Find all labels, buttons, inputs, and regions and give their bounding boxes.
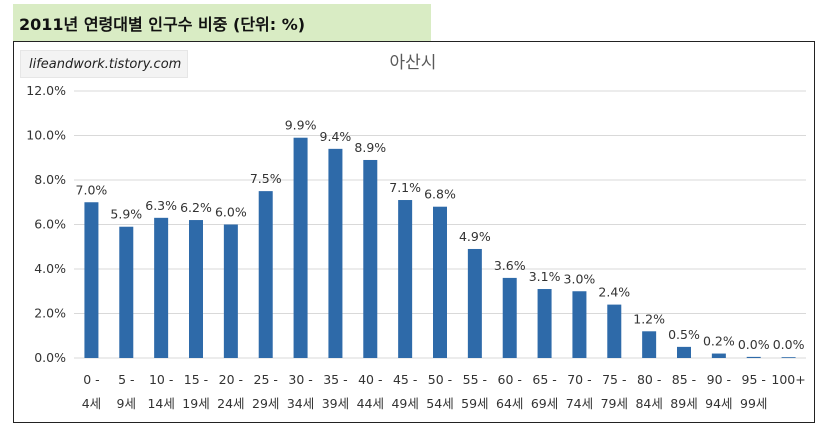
bar bbox=[537, 289, 552, 358]
x-tick-label: 45 - bbox=[393, 372, 417, 387]
x-tick-label: 69세 bbox=[531, 396, 558, 411]
bar bbox=[572, 291, 587, 358]
bar bbox=[328, 148, 343, 358]
header-banner: 2011년 연령대별 인구수 비중 (단위: %) bbox=[13, 4, 431, 41]
data-label: 9.4% bbox=[320, 129, 352, 144]
x-tick-label: 74세 bbox=[566, 396, 593, 411]
data-label: 7.1% bbox=[389, 180, 421, 195]
bar bbox=[642, 331, 657, 358]
bar bbox=[398, 200, 413, 358]
x-tick-label: 29세 bbox=[252, 396, 279, 411]
x-tick-label: 5 - bbox=[118, 372, 134, 387]
data-label: 3.1% bbox=[529, 269, 561, 284]
x-tick-label: 79세 bbox=[601, 396, 628, 411]
y-tick-label: 6.0% bbox=[34, 217, 66, 232]
x-tick-label: 55 - bbox=[463, 372, 487, 387]
x-tick-label: 4세 bbox=[82, 396, 101, 411]
y-tick-label: 8.0% bbox=[34, 172, 66, 187]
data-label: 0.2% bbox=[703, 334, 735, 349]
bar bbox=[363, 159, 378, 358]
bar bbox=[467, 248, 482, 358]
watermark-text: lifeandwork.tistory.com bbox=[29, 56, 182, 72]
bar bbox=[223, 224, 238, 358]
page-title: 2011년 연령대별 인구수 비중 (단위: %) bbox=[19, 14, 306, 34]
y-tick-label: 10.0% bbox=[26, 128, 66, 143]
x-tick-label: 50 - bbox=[428, 372, 452, 387]
data-label: 6.2% bbox=[180, 200, 212, 215]
bar bbox=[781, 357, 796, 358]
x-tick-label: 25 - bbox=[254, 372, 278, 387]
x-tick-label: 100+ bbox=[771, 372, 805, 387]
bar bbox=[154, 217, 169, 358]
x-tick-label: 70 - bbox=[567, 372, 591, 387]
bar bbox=[258, 191, 273, 358]
watermark-box: lifeandwork.tistory.com bbox=[20, 50, 188, 78]
chart-title: 아산시 bbox=[390, 53, 437, 73]
bar bbox=[711, 353, 726, 358]
data-label: 2.4% bbox=[598, 285, 630, 300]
bar bbox=[189, 220, 203, 358]
x-tick-label: 39세 bbox=[322, 396, 349, 411]
x-tick-label: 34세 bbox=[287, 396, 314, 411]
bar bbox=[293, 137, 308, 358]
x-tick-label: 9세 bbox=[117, 396, 136, 411]
x-tick-label: 24세 bbox=[217, 396, 244, 411]
data-label: 4.9% bbox=[459, 229, 491, 244]
bar bbox=[607, 304, 622, 358]
x-tick-label: 95 - bbox=[742, 372, 766, 387]
bar bbox=[746, 356, 761, 358]
x-tick-label: 75 - bbox=[602, 372, 626, 387]
x-tick-label: 15 - bbox=[184, 372, 208, 387]
bar bbox=[433, 206, 447, 358]
data-label: 1.2% bbox=[633, 311, 665, 326]
bar bbox=[502, 277, 517, 358]
x-tick-label: 60 - bbox=[498, 372, 522, 387]
data-label: 9.9% bbox=[285, 118, 317, 133]
data-label: 6.3% bbox=[145, 198, 177, 213]
x-tick-label: 0 - bbox=[83, 372, 99, 387]
y-tick-label: 0.0% bbox=[34, 350, 66, 365]
x-tick-label: 35 - bbox=[323, 372, 347, 387]
data-label: 0.0% bbox=[773, 337, 805, 352]
x-tick-label: 99세 bbox=[740, 396, 767, 411]
data-label: 6.8% bbox=[424, 187, 456, 202]
bar bbox=[84, 202, 99, 358]
x-tick-label: 89세 bbox=[670, 396, 697, 411]
x-tick-label: 30 - bbox=[288, 372, 312, 387]
x-tick-label: 49세 bbox=[391, 396, 418, 411]
y-tick-label: 12.0% bbox=[26, 83, 66, 98]
bar bbox=[119, 226, 134, 358]
x-tick-label: 20 - bbox=[219, 372, 243, 387]
data-label: 3.6% bbox=[494, 258, 526, 273]
x-tick-label: 44세 bbox=[357, 396, 384, 411]
data-label: 8.9% bbox=[354, 140, 386, 155]
x-tick-label: 64세 bbox=[496, 396, 523, 411]
data-label: 6.0% bbox=[215, 205, 247, 220]
x-tick-label: 90 - bbox=[707, 372, 731, 387]
x-tick-label: 65 - bbox=[532, 372, 556, 387]
data-label: 0.0% bbox=[738, 337, 770, 352]
x-tick-label: 54세 bbox=[426, 396, 453, 411]
y-tick-label: 2.0% bbox=[34, 306, 66, 321]
x-tick-label: 10 - bbox=[149, 372, 173, 387]
data-label: 0.5% bbox=[668, 327, 700, 342]
data-label: 7.0% bbox=[76, 182, 108, 197]
data-label: 3.0% bbox=[564, 271, 596, 286]
x-tick-label: 40 - bbox=[358, 372, 382, 387]
y-tick-label: 4.0% bbox=[34, 261, 66, 276]
data-label: 7.5% bbox=[250, 171, 282, 186]
x-tick-label: 19세 bbox=[182, 396, 209, 411]
x-tick-label: 84세 bbox=[635, 396, 662, 411]
x-tick-label: 14세 bbox=[147, 396, 174, 411]
x-tick-label: 80 - bbox=[637, 372, 661, 387]
chart-frame bbox=[13, 41, 815, 423]
x-tick-label: 94세 bbox=[705, 396, 732, 411]
data-label: 5.9% bbox=[110, 207, 142, 222]
x-tick-label: 59세 bbox=[461, 396, 488, 411]
x-tick-label: 85 - bbox=[672, 372, 696, 387]
bar bbox=[677, 346, 691, 358]
